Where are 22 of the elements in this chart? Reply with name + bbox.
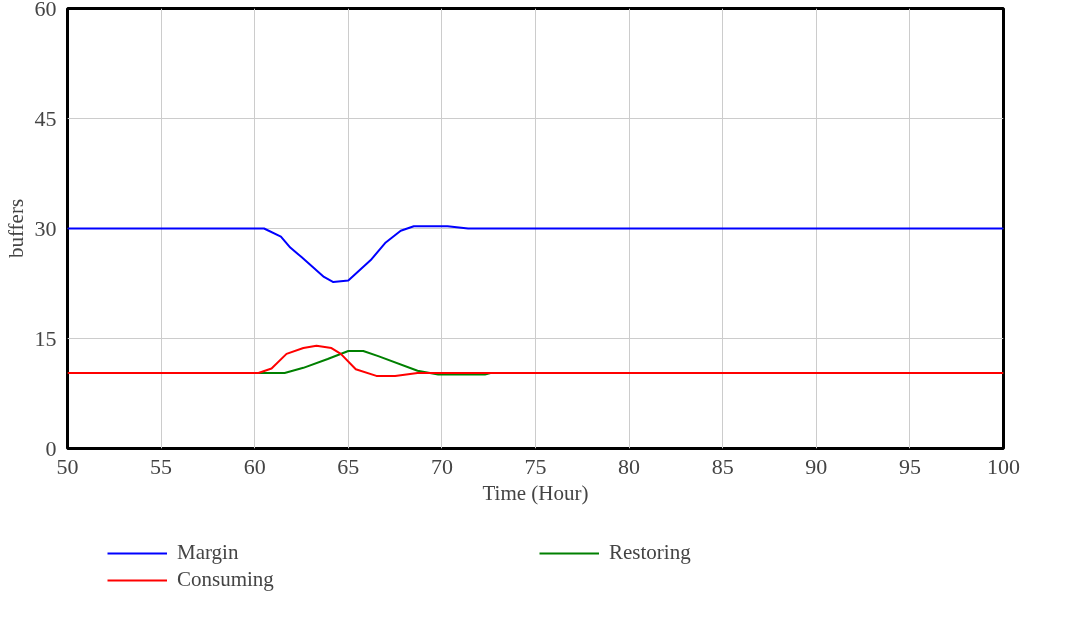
y-tick-label: 30 (34, 215, 57, 241)
y-axis-title: buffers (3, 198, 28, 259)
y-tick-label: 60 (34, 0, 57, 21)
y-tick-label: 45 (34, 105, 57, 131)
x-axis-title: Time (Hour) (482, 480, 589, 505)
x-tick-label: 70 (430, 453, 453, 479)
y-tick-label: 15 (34, 325, 57, 351)
x-tick-label: 60 (243, 453, 266, 479)
x-tick-label: 100 (987, 453, 1020, 479)
line-series (67, 225, 1004, 284)
x-tick-label: 75 (524, 453, 547, 479)
x-tick-label: 55 (150, 453, 173, 479)
x-tick-label: 85 (711, 453, 734, 479)
legend-label: Margin (177, 540, 240, 565)
y-tick-label: 0 (45, 435, 57, 461)
legend-label: Consuming (177, 567, 275, 592)
x-tick-label: 95 (898, 453, 921, 479)
x-tick-label: 50 (56, 453, 79, 479)
x-tick-label: 65 (337, 453, 360, 479)
x-tick-label: 80 (618, 453, 641, 479)
x-tick-label: 90 (805, 453, 828, 479)
legend-label: Restoring (609, 540, 692, 565)
